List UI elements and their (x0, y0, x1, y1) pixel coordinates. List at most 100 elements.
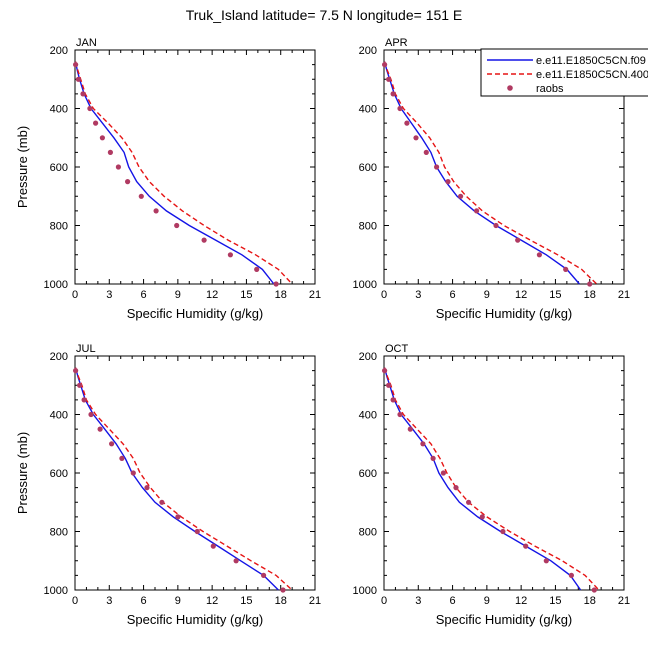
raobs-point (453, 485, 459, 491)
x-tick-label: 21 (309, 595, 321, 607)
panel-jan: JAN 0 3 6 9 12 15 18 21 200 400 600 800 1000 Specific … (15, 37, 321, 321)
raobs-point (386, 76, 392, 82)
x-tick-label: 18 (275, 289, 287, 301)
x-axis-label: Specific Humidity (g/kg) (436, 306, 573, 321)
y-tick-label: 800 (359, 221, 377, 233)
legend-label-model1: e.e11.E1850C5CN.f09 (536, 55, 646, 67)
x-tick-label: 12 (515, 289, 527, 301)
y-tick-label: 800 (359, 527, 377, 539)
raobs-point (563, 266, 569, 272)
x-tick-label: 12 (206, 595, 218, 607)
raobs-point (99, 135, 105, 141)
raobs-point (80, 91, 86, 97)
raobs-point (107, 149, 113, 155)
raobs-point (254, 266, 260, 272)
raobs-point (201, 237, 207, 243)
y-axis-label: Pressure (mb) (15, 432, 30, 514)
raobs-point (210, 543, 216, 549)
x-tick-label: 0 (381, 595, 387, 607)
raobs-point (397, 105, 403, 112)
raobs-point (386, 382, 392, 388)
x-tick-label: 15 (549, 595, 561, 607)
raobs-point (466, 499, 472, 505)
raobs-point (445, 179, 451, 185)
x-tick-label: 0 (72, 289, 78, 301)
series-line-model2-apr (383, 61, 598, 285)
x-tick-label: 6 (141, 289, 147, 301)
raobs-point (382, 368, 388, 374)
y-tick-label: 600 (50, 162, 68, 174)
raobs-point (397, 411, 403, 418)
x-tick-label: 3 (106, 289, 112, 301)
y-tick-label: 600 (50, 468, 68, 480)
y-tick-label: 1000 (353, 279, 377, 291)
x-tick-label: 9 (175, 289, 181, 301)
raobs-point (280, 587, 286, 593)
panel-label-apr: APR (385, 37, 408, 49)
raobs-point (474, 208, 480, 214)
raobs-point (568, 572, 575, 579)
series-line-model1-oct (383, 367, 582, 591)
raobs-point (233, 558, 239, 564)
raobs-point (440, 470, 446, 476)
y-tick-label: 400 (359, 410, 377, 422)
raobs-point (97, 426, 103, 432)
y-tick-label: 200 (50, 351, 68, 363)
panel-label-jul: JUL (76, 343, 96, 355)
series-line-model1-jul (74, 367, 279, 591)
raobs-point (174, 222, 180, 229)
raobs-point (407, 426, 413, 432)
raobs-point (159, 499, 165, 505)
raobs-point (81, 397, 87, 403)
x-tick-label: 18 (584, 595, 596, 607)
x-tick-label: 15 (240, 595, 252, 607)
y-tick-label: 600 (359, 468, 377, 480)
y-tick-label: 200 (50, 45, 68, 57)
raobs-point (77, 382, 83, 388)
y-tick-label: 1000 (353, 585, 377, 597)
x-tick-label: 15 (549, 289, 561, 301)
raobs-point (153, 208, 159, 214)
figure-title: Truk_Island latitude= 7.5 N longitude= 1… (186, 7, 463, 23)
x-tick-label: 6 (141, 595, 147, 607)
raobs-point (430, 455, 436, 461)
raobs-point (423, 149, 429, 155)
y-tick-label: 400 (50, 410, 68, 422)
raobs-point (458, 193, 464, 199)
raobs-point (93, 120, 99, 126)
plot-frame-jan (74, 49, 316, 285)
raobs-point (227, 252, 233, 258)
raobs-point (382, 62, 388, 68)
x-tick-label: 21 (618, 595, 630, 607)
raobs-point (115, 164, 121, 170)
panel-oct: OCT 0 3 6 9 12 15 18 21 200 400 600 800 1000 Specific … (353, 343, 631, 627)
raobs-point (420, 441, 426, 447)
x-tick-label: 15 (240, 289, 252, 301)
y-tick-label: 200 (359, 45, 377, 57)
y-tick-label: 800 (50, 527, 68, 539)
raobs-point (493, 222, 499, 229)
x-tick-label: 12 (206, 289, 218, 301)
x-tick-label: 9 (484, 289, 490, 301)
raobs-point (587, 281, 593, 287)
raobs-point (130, 470, 136, 476)
x-tick-label: 21 (309, 289, 321, 301)
legend: e.e11.E1850C5CN.f09 e.e11.E1850C5CN.400 … (480, 48, 648, 97)
raobs-point (413, 135, 419, 141)
x-tick-label: 6 (450, 595, 456, 607)
series-line-model2-oct (383, 367, 600, 591)
raobs-point (73, 62, 79, 68)
raobs-point (109, 441, 115, 447)
panel-jul: JUL 0 3 6 9 12 15 18 21 200 400 600 800 1000 Specific … (15, 343, 321, 627)
legend-label-raobs: raobs (536, 83, 564, 95)
y-tick-label: 1000 (44, 279, 68, 291)
series-line-model2-jul (74, 367, 293, 591)
x-tick-label: 9 (175, 595, 181, 607)
plot-frame-jul (74, 355, 316, 591)
raobs-point (138, 193, 144, 199)
raobs-point (390, 397, 396, 403)
raobs-point (515, 237, 521, 243)
raobs-point (536, 252, 543, 258)
x-axis-label: Specific Humidity (g/kg) (436, 612, 573, 627)
